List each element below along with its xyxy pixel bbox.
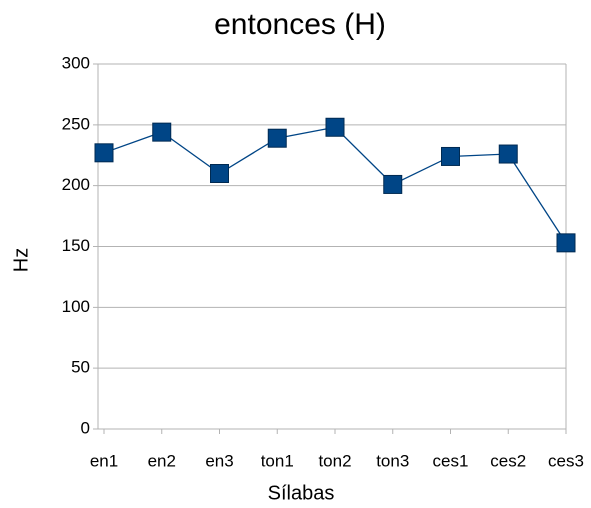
marker xyxy=(94,143,114,163)
x-tick-label: ces2 xyxy=(490,451,526,470)
x-axis-label: Sílabas xyxy=(268,482,335,504)
marker xyxy=(498,144,518,164)
marker xyxy=(556,233,576,253)
x-tick-label: ton1 xyxy=(261,451,294,470)
x-tick-label: ton2 xyxy=(318,451,351,470)
marker xyxy=(325,117,345,137)
x-tick-label: en2 xyxy=(148,451,176,470)
y-tick-label: 200 xyxy=(62,175,90,194)
y-tick-label: 150 xyxy=(62,236,90,255)
marker xyxy=(383,174,403,194)
chart-title: entonces (H) xyxy=(214,8,386,41)
y-axis-label: Hz xyxy=(10,248,32,272)
marker xyxy=(441,146,460,166)
y-tick-label: 300 xyxy=(62,53,90,72)
x-tick-label: en1 xyxy=(90,451,118,470)
marker xyxy=(210,164,229,183)
y-tick-label: 50 xyxy=(71,358,90,377)
x-tick-label: ton3 xyxy=(376,451,409,470)
marker xyxy=(152,122,172,142)
x-tick-label: ces1 xyxy=(433,451,469,470)
marker xyxy=(267,128,287,148)
x-tick-label: en3 xyxy=(205,451,233,470)
y-tick-label: 0 xyxy=(81,418,90,437)
y-tick-label: 250 xyxy=(62,114,90,133)
series-line xyxy=(103,126,567,244)
x-tick-label: ces3 xyxy=(548,451,584,470)
y-tick-label: 100 xyxy=(62,297,90,316)
